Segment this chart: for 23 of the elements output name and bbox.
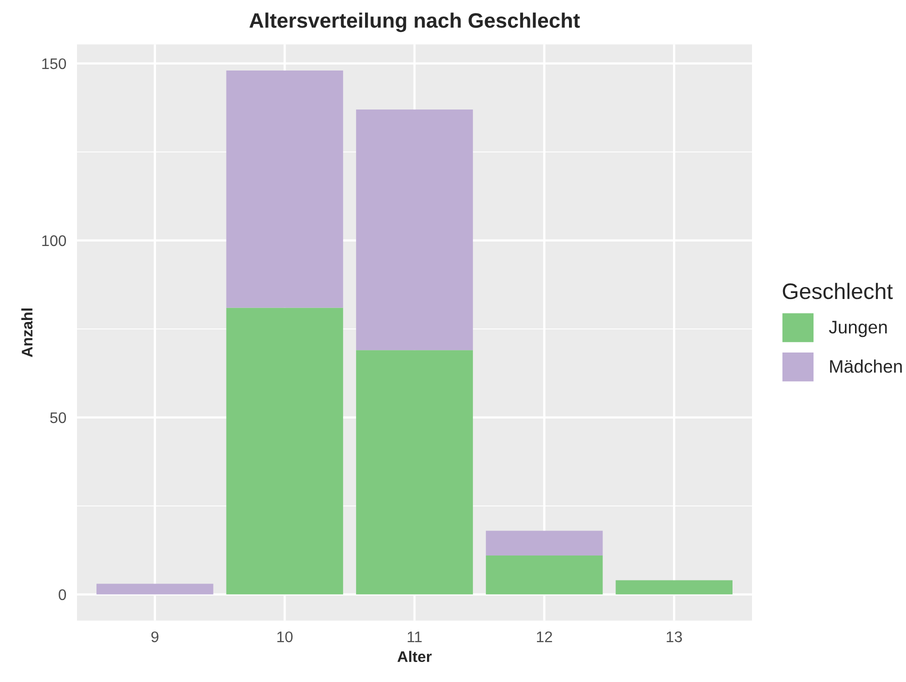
- bar: [356, 350, 473, 594]
- bar: [96, 584, 214, 594]
- x-tick-label: 12: [536, 631, 552, 642]
- bar: [356, 109, 473, 350]
- legend-label: Mädchen: [830, 360, 902, 373]
- y-axis-title: Anzahl: [21, 308, 33, 358]
- y-tick-label: 0: [58, 589, 66, 600]
- y-tick-label: 50: [50, 412, 66, 424]
- chart-title: Altersverteilung nach Geschlecht: [249, 12, 580, 32]
- x-tick-label: 13: [666, 631, 682, 642]
- x-tick-label: 10: [277, 631, 293, 642]
- x-tick-label: 9: [151, 631, 158, 642]
- bar: [616, 580, 733, 594]
- legend-title: Geschlecht: [782, 282, 893, 300]
- x-tick-label: 11: [408, 632, 422, 642]
- bar: [226, 70, 344, 308]
- y-tick-label: 100: [42, 235, 66, 246]
- bar: [486, 555, 603, 594]
- y-tick-label: 150: [42, 58, 66, 70]
- legend-label: Jungen: [828, 320, 887, 338]
- bar: [226, 308, 344, 594]
- bar: [486, 530, 603, 556]
- x-axis-title: Alter: [397, 650, 432, 662]
